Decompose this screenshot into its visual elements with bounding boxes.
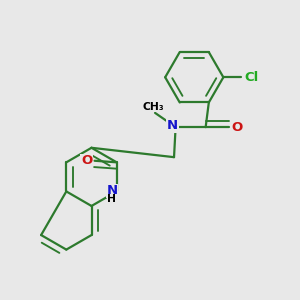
Text: Cl: Cl <box>244 71 258 84</box>
Text: H: H <box>107 194 116 204</box>
Text: CH₃: CH₃ <box>143 102 164 112</box>
Text: N: N <box>167 119 178 132</box>
Text: O: O <box>81 154 92 167</box>
Text: O: O <box>232 121 243 134</box>
Text: N: N <box>106 184 118 197</box>
